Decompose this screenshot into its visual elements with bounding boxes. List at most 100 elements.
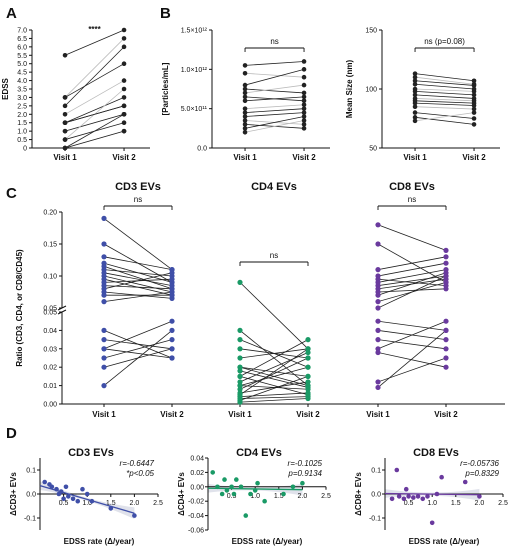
d-cd4-point bbox=[290, 484, 296, 490]
c-pair-line bbox=[239, 396, 309, 399]
paired-b2-point-visit2 bbox=[471, 103, 477, 108]
c-pair-line bbox=[239, 357, 309, 390]
paired-a-xtick-label: Visit 2 bbox=[112, 153, 136, 162]
c-y-label: Ratio (CD3, CD4, or CD8/CD45) bbox=[15, 249, 24, 367]
paired-b1-pair-line bbox=[244, 84, 305, 94]
d-cd8-y-label: ΔCD8+ EVs bbox=[354, 472, 363, 516]
paired-a-ytick-label: 3.0 bbox=[17, 95, 27, 102]
paired-b1-point-visit1 bbox=[242, 126, 248, 131]
c-ytick-label: 0.05 bbox=[43, 310, 57, 317]
d-cd4-point bbox=[215, 484, 220, 490]
paired-b1-ytick-label: 5.0×10¹¹ bbox=[181, 106, 208, 113]
paired-b2-point-visit1 bbox=[412, 78, 418, 84]
c-point-visit1 bbox=[375, 241, 381, 247]
c-xtick-label: Visit 2 bbox=[160, 410, 184, 419]
d-cd3-point bbox=[84, 491, 90, 497]
paired-b2-xtick-label: Visit 2 bbox=[462, 153, 486, 162]
d-cd3-point bbox=[49, 484, 55, 490]
paired-b1-xtick-label: Visit 2 bbox=[292, 153, 316, 162]
d-cd4-point bbox=[281, 491, 286, 497]
c-pair-line bbox=[239, 348, 309, 396]
c-pair-line bbox=[377, 320, 447, 350]
paired-b1-point-visit1 bbox=[242, 118, 248, 123]
paired-b2-pair-line bbox=[415, 90, 475, 96]
paired-b1-point-visit1 bbox=[242, 110, 248, 115]
c-point-visit1 bbox=[237, 368, 243, 374]
paired-b1-pair-line bbox=[245, 112, 305, 117]
d-cd8-ytick-label: 0.1 bbox=[371, 468, 381, 475]
paired-b2-point-visit2 bbox=[471, 92, 477, 98]
c-point-visit2 bbox=[169, 327, 175, 333]
d-cd4-point bbox=[234, 477, 239, 482]
c-pair-line bbox=[239, 376, 309, 401]
c-pair-line bbox=[103, 272, 173, 290]
d-cd3-point bbox=[70, 496, 76, 502]
paired-b2-point-visit2 bbox=[471, 89, 477, 94]
paired-b2-pair-line bbox=[414, 112, 475, 122]
d-cd4-point bbox=[255, 480, 260, 486]
d-cd3-ytick-label: 0.1 bbox=[26, 468, 36, 475]
d-cd4-xtick-label: 0.5 bbox=[227, 493, 237, 500]
d-cd3-point bbox=[54, 486, 59, 492]
paired-b2-pair-line bbox=[415, 98, 475, 102]
c-point-visit2 bbox=[305, 373, 311, 379]
paired-b1-point-visit1 bbox=[242, 114, 248, 119]
d-cd4-stat-1: p=0.9134 bbox=[287, 469, 322, 478]
paired-b1-pair-line bbox=[244, 120, 305, 133]
paired-b1-pair-line bbox=[245, 61, 305, 66]
c-pair-line bbox=[103, 348, 173, 359]
d-cd8-x-label: EDSS rate (Δ/year) bbox=[409, 537, 480, 546]
c-sig-label: ns bbox=[408, 195, 416, 204]
paired-b2-pair-line bbox=[415, 80, 475, 86]
c-xtick-label: Visit 1 bbox=[92, 410, 116, 419]
c-point-visit1 bbox=[101, 383, 107, 389]
c-point-visit1 bbox=[101, 327, 107, 333]
paired-a-point-visit1 bbox=[62, 120, 68, 126]
c-point-visit1 bbox=[237, 337, 243, 343]
paired-a-ytick-label: 2.0 bbox=[17, 112, 27, 119]
c-point-visit1 bbox=[237, 364, 243, 370]
paired-a-xtick-label: Visit 1 bbox=[53, 153, 77, 162]
paired-b1-ytick-label: 0.0 bbox=[197, 146, 207, 153]
paired-b2-pair-line bbox=[415, 94, 475, 99]
d-cd4-ytick-label: -0.06 bbox=[188, 528, 204, 535]
c-pair-line bbox=[377, 339, 447, 350]
c-pair-line bbox=[103, 330, 173, 386]
c-ytick-label: 0.00 bbox=[43, 402, 57, 409]
d-cd3-stat-0: r=-0.6447 bbox=[120, 459, 155, 468]
paired-a-y-label: EDSS bbox=[1, 77, 10, 99]
d-cd3-xtick-label: 0.5 bbox=[59, 500, 69, 507]
paired-a-pair-line bbox=[64, 113, 125, 132]
d-cd3-fit-line bbox=[39, 484, 135, 514]
d-cd4-ytick-label: 0.04 bbox=[190, 456, 204, 463]
c-xtick-label: Visit 2 bbox=[434, 410, 458, 419]
paired-a-pair-line bbox=[64, 46, 125, 107]
d-cd8-point bbox=[401, 496, 407, 502]
paired-b1-point-visit2 bbox=[301, 90, 307, 96]
c-pair-line bbox=[103, 218, 173, 270]
d-cd3-xtick-label: 2.5 bbox=[153, 500, 163, 507]
c-point-visit1 bbox=[237, 379, 243, 385]
paired-a-pair-line bbox=[64, 63, 125, 98]
paired-b1-xtick-label: Visit 1 bbox=[233, 153, 257, 162]
d-cd3-ytick-label: 0.0 bbox=[26, 492, 36, 499]
c-point-visit1 bbox=[375, 292, 381, 298]
paired-a-ytick-label: 5.0 bbox=[17, 61, 27, 68]
d-cd8-point bbox=[434, 491, 440, 497]
d-cd4-point bbox=[248, 491, 253, 497]
paired-a-point-visit2 bbox=[121, 36, 127, 41]
d-cd3-point bbox=[89, 498, 95, 504]
c-pair-line bbox=[103, 269, 173, 277]
c-pair-line bbox=[103, 339, 173, 359]
paired-b1-point-visit2 bbox=[301, 102, 307, 108]
d-cd8-point bbox=[396, 494, 402, 499]
paired-b2-point-visit1 bbox=[412, 118, 418, 124]
c-sig-label: ns bbox=[134, 195, 142, 204]
c-ytick-label: 0.05 bbox=[43, 306, 57, 313]
paired-b2-sig-label: ns (p=0.08) bbox=[424, 37, 465, 46]
c-ytick-label: 0.03 bbox=[43, 346, 57, 353]
paired-b1-point-visit2 bbox=[301, 126, 307, 131]
c-point-visit1 bbox=[375, 349, 381, 356]
d-cd3-point bbox=[132, 513, 137, 518]
paired-b1-point-visit2 bbox=[301, 110, 307, 115]
